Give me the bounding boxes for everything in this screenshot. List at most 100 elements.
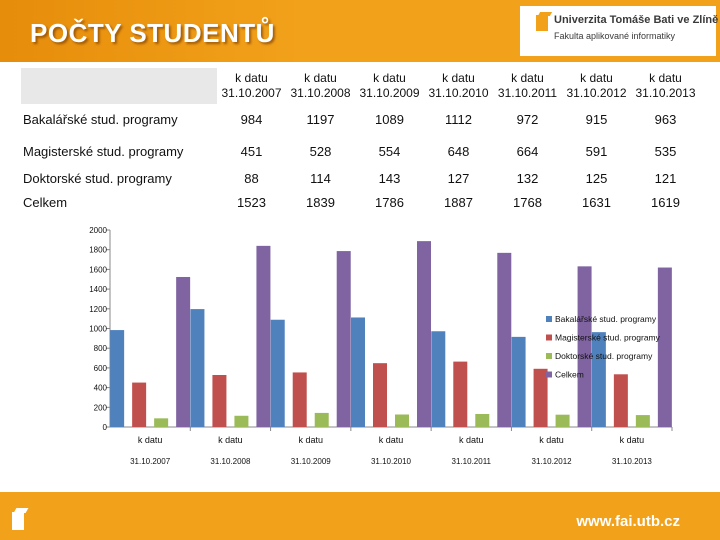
table-cell: 132 xyxy=(516,170,539,186)
legend-label: Bakalářské stud. programy xyxy=(555,314,657,324)
table-cell: 1112 xyxy=(445,111,472,127)
x-tick-label: k datu xyxy=(218,435,243,445)
bar xyxy=(613,374,628,427)
x-tick-label: 31.10.2012 xyxy=(532,457,573,466)
slide-title: POČTY STUDENTŮ xyxy=(30,18,275,48)
table-cell: 664 xyxy=(516,143,539,159)
x-tick-label: 31.10.2011 xyxy=(452,457,492,466)
bar xyxy=(497,252,512,427)
table-row: Doktorské stud. programy 88 114 143 127 … xyxy=(21,168,700,188)
table-cell: 125 xyxy=(585,170,608,186)
y-tick-label: 200 xyxy=(94,403,108,412)
table-cell: 1523 xyxy=(237,194,266,210)
bar xyxy=(373,363,387,427)
legend-swatch xyxy=(546,353,552,359)
student-count-table-wrapper: k datu 31.10.2007 k datu 31.10.2008 k datu… xyxy=(21,68,700,216)
y-tick-label: 1200 xyxy=(89,305,107,314)
column-header: k datu 31.10.2012 xyxy=(566,71,627,100)
x-tick-label: 31.10.2007 xyxy=(130,457,171,466)
table-cell: 1839 xyxy=(306,194,335,210)
bar xyxy=(256,245,271,427)
university-logo xyxy=(520,6,716,56)
table-cell: 127 xyxy=(447,170,470,186)
table-cell: 915 xyxy=(585,111,608,127)
column-header: k datu 31.10.2009 xyxy=(359,71,420,100)
student-count-bar-chart: 0 200 400 600 800 1000 1200 1400 1600 1800 2000 k d… xyxy=(89,226,673,466)
row-label: Magisterské stud. programy xyxy=(23,143,184,159)
footer-url: www.fai.utb.cz xyxy=(576,513,680,530)
bar xyxy=(190,309,205,427)
x-tick-label: 31.10.2013 xyxy=(612,457,653,466)
bar xyxy=(555,414,570,427)
bar xyxy=(475,413,490,427)
column-header: k datu 31.10.2007 xyxy=(221,71,282,100)
y-tick-label: 2000 xyxy=(89,226,107,235)
table-cell: 1631 xyxy=(582,194,611,210)
legend-label: Magisterské stud. programy xyxy=(555,333,661,343)
table-cell: 88 xyxy=(244,170,259,186)
table-cell: 554 xyxy=(378,143,401,159)
x-tick-label: 31.10.2009 xyxy=(291,457,332,466)
y-tick-label: 1000 xyxy=(89,325,107,334)
y-tick-label: 1600 xyxy=(89,265,107,274)
logo-book-icon xyxy=(536,15,548,31)
x-tick-label: 31.10.2008 xyxy=(210,457,251,466)
legend-label: Doktorské stud. programy xyxy=(555,351,653,361)
x-tick-label: k datu xyxy=(620,435,645,445)
table-cell: 972 xyxy=(516,111,539,127)
table-row: Celkem 1523 1839 1786 1887 1768 1631 161… xyxy=(21,188,700,216)
legend-label: Celkem xyxy=(555,370,584,380)
y-tick-label: 400 xyxy=(94,384,108,393)
column-header: k datu 31.10.2011 xyxy=(497,71,558,100)
bar xyxy=(336,251,351,427)
bar xyxy=(351,317,365,427)
footer-book-icon xyxy=(12,512,24,530)
column-header: k datu 31.10.2013 xyxy=(635,71,696,100)
table-cell: 121 xyxy=(654,170,677,186)
column-header: k datu 31.10.2008 xyxy=(290,71,351,100)
bar xyxy=(395,414,409,427)
row-label: Bakalářské stud. programy xyxy=(23,111,178,127)
x-tick-label: k datu xyxy=(539,435,564,445)
bar xyxy=(270,319,285,427)
logo-faculty-name: Fakulta aplikované informatiky xyxy=(554,31,676,41)
column-header: k datu 31.10.2010 xyxy=(428,71,489,100)
bar xyxy=(154,418,169,427)
y-tick-label: 600 xyxy=(94,364,108,373)
table-cell: 1619 xyxy=(651,194,680,210)
x-tick-label: k datu xyxy=(138,435,163,445)
footer-band xyxy=(0,492,720,540)
table-row: Magisterské stud. programy 451 528 554 6… xyxy=(21,134,700,168)
table-cell: 1887 xyxy=(444,194,473,210)
bar xyxy=(635,415,650,427)
table-cell: 114 xyxy=(310,170,331,186)
table-cell: 451 xyxy=(240,143,263,159)
table-cell: 963 xyxy=(654,111,677,127)
bar xyxy=(417,241,431,427)
y-tick-label: 1800 xyxy=(89,246,107,255)
table-cell: 143 xyxy=(378,170,401,186)
table-cell: 1786 xyxy=(375,194,404,210)
header-band-gradient xyxy=(0,0,300,62)
bar xyxy=(591,332,606,427)
bar xyxy=(314,412,329,427)
row-label: Celkem xyxy=(23,194,68,210)
legend-swatch xyxy=(546,334,552,341)
bar xyxy=(577,266,592,427)
table-cell: 528 xyxy=(309,143,332,159)
bar xyxy=(212,374,227,427)
table-row: Bakalářské stud. programy 984 1197 1089 … xyxy=(21,104,700,134)
table-corner-cell xyxy=(21,68,217,104)
y-tick-label: 800 xyxy=(94,344,108,353)
y-tick-label: 0 xyxy=(103,423,108,432)
bar xyxy=(234,415,249,427)
bar xyxy=(431,331,446,427)
table-cell: 1197 xyxy=(306,111,335,127)
bar xyxy=(132,382,147,427)
table-cell: 648 xyxy=(447,143,470,159)
legend-swatch xyxy=(546,316,552,322)
x-tick-label: k datu xyxy=(298,435,323,445)
table-cell: 591 xyxy=(585,143,608,159)
legend-swatch xyxy=(546,371,552,378)
row-label: Doktorské stud. programy xyxy=(23,170,172,186)
